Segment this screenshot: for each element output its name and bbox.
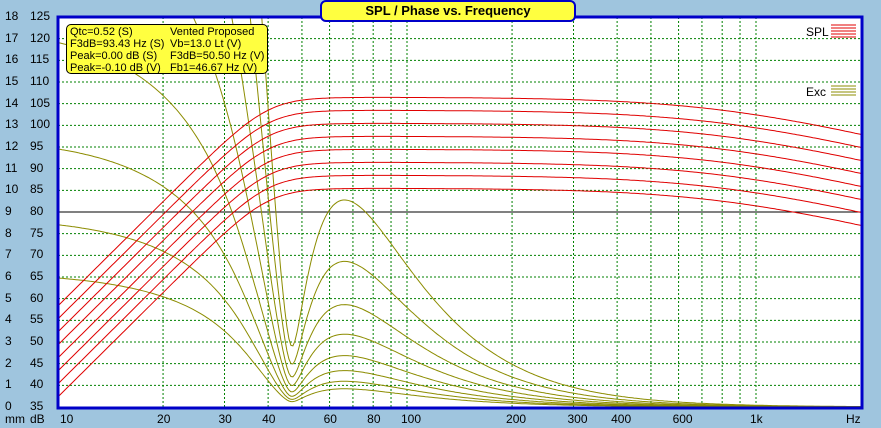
spl-curve-8: [58, 96, 862, 307]
spl-curve-1: [58, 187, 862, 398]
info-line: Peak=0.00 dB (S): [70, 50, 158, 62]
mm-tick-label: 18: [5, 9, 19, 23]
db-tick-label: 50: [30, 334, 44, 348]
freq-tick-label: 20: [157, 412, 171, 426]
mm-axis-unit: mm: [5, 412, 25, 426]
mm-tick-label: 12: [5, 139, 19, 153]
freq-tick-label: 1k: [750, 412, 763, 426]
db-tick-label: 115: [30, 52, 50, 67]
db-tick-label: 75: [30, 225, 44, 240]
info-line: Qtc=0.52 (S): [70, 26, 133, 38]
db-tick-label: 105: [30, 95, 51, 110]
mm-tick-label: 8: [5, 225, 12, 240]
info-line: Fb1=46.67 Hz (V): [170, 62, 258, 74]
spl-curve-4: [58, 148, 862, 359]
db-tick-label: 80: [30, 204, 44, 218]
spl-curve-5: [58, 135, 862, 346]
freq-tick-label: 30: [218, 412, 232, 426]
mm-tick-label: 6: [5, 269, 12, 283]
mm-tick-label: 0: [5, 399, 12, 413]
mm-tick-label: 15: [5, 74, 19, 88]
freq-tick-label: 200: [506, 412, 527, 426]
freq-tick-label: 10: [60, 412, 74, 426]
db-tick-label: 70: [30, 247, 44, 262]
x-axis-unit: Hz: [846, 412, 861, 426]
legend-swatches: [831, 24, 856, 96]
db-tick-label: 35: [30, 399, 44, 413]
spl-curve-7: [58, 109, 862, 320]
mm-tick-label: 10: [5, 182, 19, 197]
info-box: Qtc=0.52 (S) F3dB=93.43 Hz (S) Peak=0.00 d…: [66, 24, 268, 74]
info-line: F3dB=50.50 Hz (V): [170, 50, 265, 62]
info-line: Peak=-0.10 dB (V): [70, 62, 161, 74]
mm-tick-label: 2: [5, 355, 12, 370]
db-tick-label: 110: [30, 74, 50, 88]
db-tick-label: 100: [30, 117, 51, 132]
mm-tick-label: 16: [5, 52, 19, 67]
freq-tick-label: 600: [672, 412, 693, 426]
db-tick-label: 40: [30, 377, 44, 392]
mm-tick-label: 1: [5, 377, 12, 392]
mm-tick-label: 3: [5, 334, 12, 348]
db-tick-label: 55: [30, 312, 44, 327]
freq-tick-label: 100: [401, 412, 422, 426]
exc-curve-8: [261, 17, 862, 407]
mm-tick-label: 17: [5, 30, 19, 45]
db-tick-label: 90: [30, 160, 44, 175]
db-tick-label: 120: [30, 30, 51, 45]
mm-tick-label: 4: [5, 312, 12, 327]
freq-tick-label: 40: [262, 412, 276, 426]
freq-tick-label: 60: [323, 412, 337, 426]
mm-tick-label: 7: [5, 247, 12, 262]
db-tick-label: 65: [30, 269, 44, 283]
spl-curve-6: [58, 122, 862, 333]
freq-tick-label: 400: [611, 412, 632, 426]
db-tick-label: 125: [30, 9, 51, 23]
db-axis-unit: dB: [30, 412, 45, 426]
info-line: Vented Proposed: [170, 26, 255, 38]
mm-tick-label: 13: [5, 117, 19, 132]
legend-exc: Exc: [806, 85, 827, 99]
chart-title: SPL / Phase vs. Frequency: [320, 0, 576, 22]
mm-tick-label: 9: [5, 204, 12, 218]
legend-spl: SPL: [806, 25, 829, 39]
db-tick-label: 85: [30, 182, 44, 197]
info-line: F3dB=93.43 Hz (S): [70, 38, 165, 50]
curves: [58, 17, 862, 408]
exc-curve-6: [231, 17, 862, 408]
db-tick-label: 95: [30, 139, 44, 153]
exc-curve-7: [249, 17, 862, 408]
info-line: Vb=13.0 Lt (V): [170, 38, 242, 50]
mm-tick-label: 14: [5, 95, 19, 110]
spl-curve-3: [58, 161, 862, 372]
spl-curve-2: [58, 174, 862, 385]
mm-tick-label: 5: [5, 290, 12, 305]
freq-tick-label: 300: [567, 412, 588, 426]
db-tick-label: 60: [30, 290, 44, 305]
mm-tick-label: 11: [5, 160, 18, 175]
freq-tick-label: 80: [367, 412, 381, 426]
db-tick-label: 45: [30, 355, 44, 370]
